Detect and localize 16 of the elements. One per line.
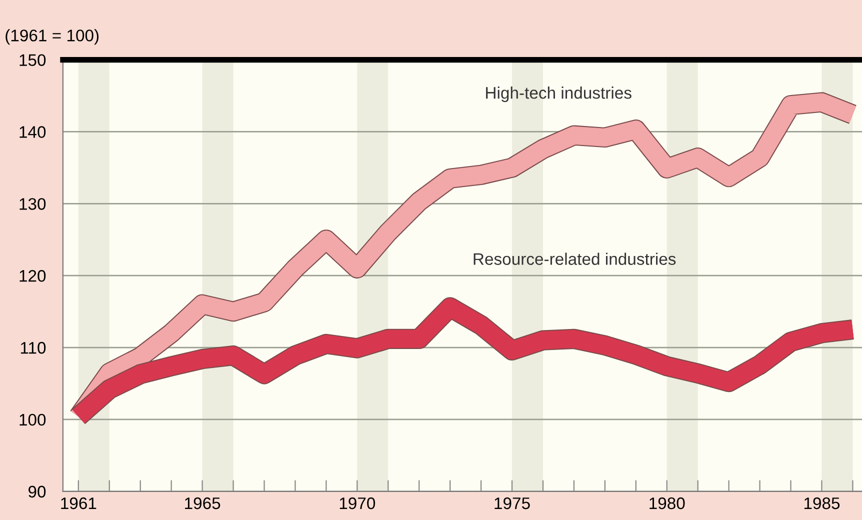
x-tick-label: 1970	[340, 497, 376, 510]
y-tick-label: 140	[20, 126, 46, 138]
y-tick-label: 120	[20, 270, 46, 282]
y-tick-label: 90	[28, 486, 46, 498]
x-tick-label: 1980	[650, 497, 685, 510]
y-axis-title: (1961 = 100)	[6, 29, 99, 45]
y-tick-label: 100	[20, 414, 46, 426]
x-tick-label: 1985	[804, 497, 840, 510]
y-tick-label: 150	[20, 54, 46, 66]
x-tick-label: 1975	[494, 497, 530, 510]
text: Resource-related industries	[474, 252, 676, 265]
x-tick-label: 1961	[61, 497, 96, 510]
y-tick-label: 130	[20, 198, 46, 210]
series-label: High-tech industries	[486, 86, 632, 102]
y-tick-label: 110	[20, 342, 46, 354]
x-tick-label: 1965	[185, 497, 220, 510]
